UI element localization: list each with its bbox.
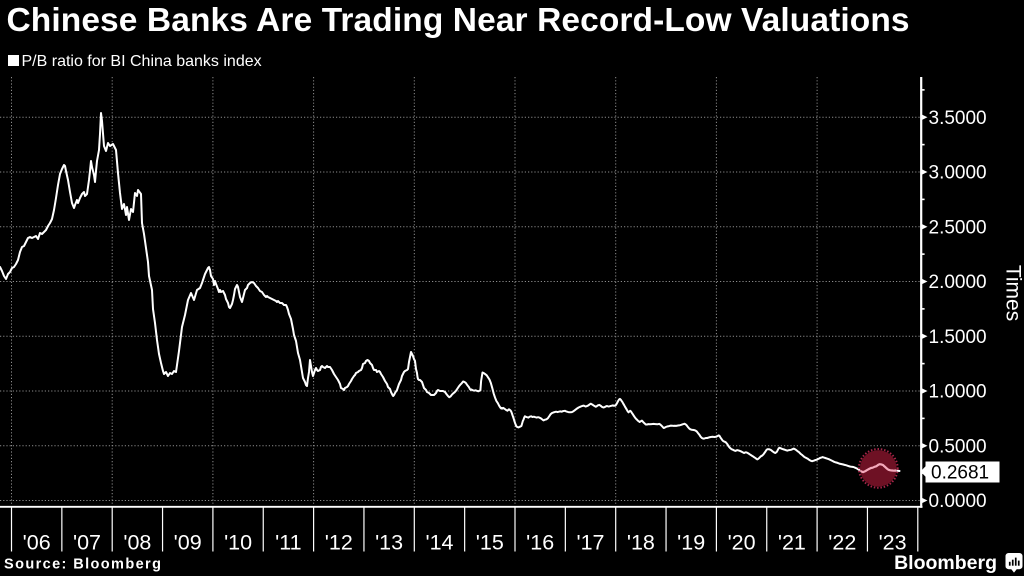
svg-text:0.0000: 0.0000 xyxy=(929,491,987,512)
svg-text:'06: '06 xyxy=(23,531,51,555)
svg-text:2.0000: 2.0000 xyxy=(929,272,987,293)
svg-text:P/B ratio for BI China banks i: P/B ratio for BI China banks index xyxy=(22,53,262,70)
svg-text:'07: '07 xyxy=(73,531,101,555)
svg-text:'08: '08 xyxy=(123,531,151,555)
svg-text:3.0000: 3.0000 xyxy=(929,163,987,184)
svg-text:'22: '22 xyxy=(828,531,856,555)
svg-text:'21: '21 xyxy=(778,531,806,555)
svg-text:1.5000: 1.5000 xyxy=(929,327,987,348)
svg-text:0.5000: 0.5000 xyxy=(929,436,987,457)
svg-text:'14: '14 xyxy=(425,531,453,555)
svg-text:'10: '10 xyxy=(224,531,252,555)
svg-text:1.0000: 1.0000 xyxy=(929,382,987,403)
svg-text:Source: Bloomberg: Source: Bloomberg xyxy=(4,557,162,573)
svg-text:'16: '16 xyxy=(526,531,554,555)
svg-text:'17: '17 xyxy=(576,531,604,555)
svg-text:'09: '09 xyxy=(174,531,202,555)
svg-text:'20: '20 xyxy=(728,531,756,555)
svg-text:'15: '15 xyxy=(476,531,504,555)
svg-text:2.5000: 2.5000 xyxy=(929,217,987,238)
svg-text:'19: '19 xyxy=(677,531,705,555)
svg-text:'23: '23 xyxy=(879,531,907,555)
svg-text:3.5000: 3.5000 xyxy=(929,108,987,129)
svg-text:'12: '12 xyxy=(325,531,353,555)
svg-text:'18: '18 xyxy=(627,531,655,555)
svg-text:Chinese Banks Are Trading Near: Chinese Banks Are Trading Near Record-Lo… xyxy=(7,2,910,39)
svg-text:Times: Times xyxy=(1002,265,1024,321)
svg-text:'13: '13 xyxy=(375,531,403,555)
svg-text:Bloomberg: Bloomberg xyxy=(894,552,997,574)
svg-text:0.2681: 0.2681 xyxy=(931,463,989,484)
svg-text:'11: '11 xyxy=(275,531,301,555)
